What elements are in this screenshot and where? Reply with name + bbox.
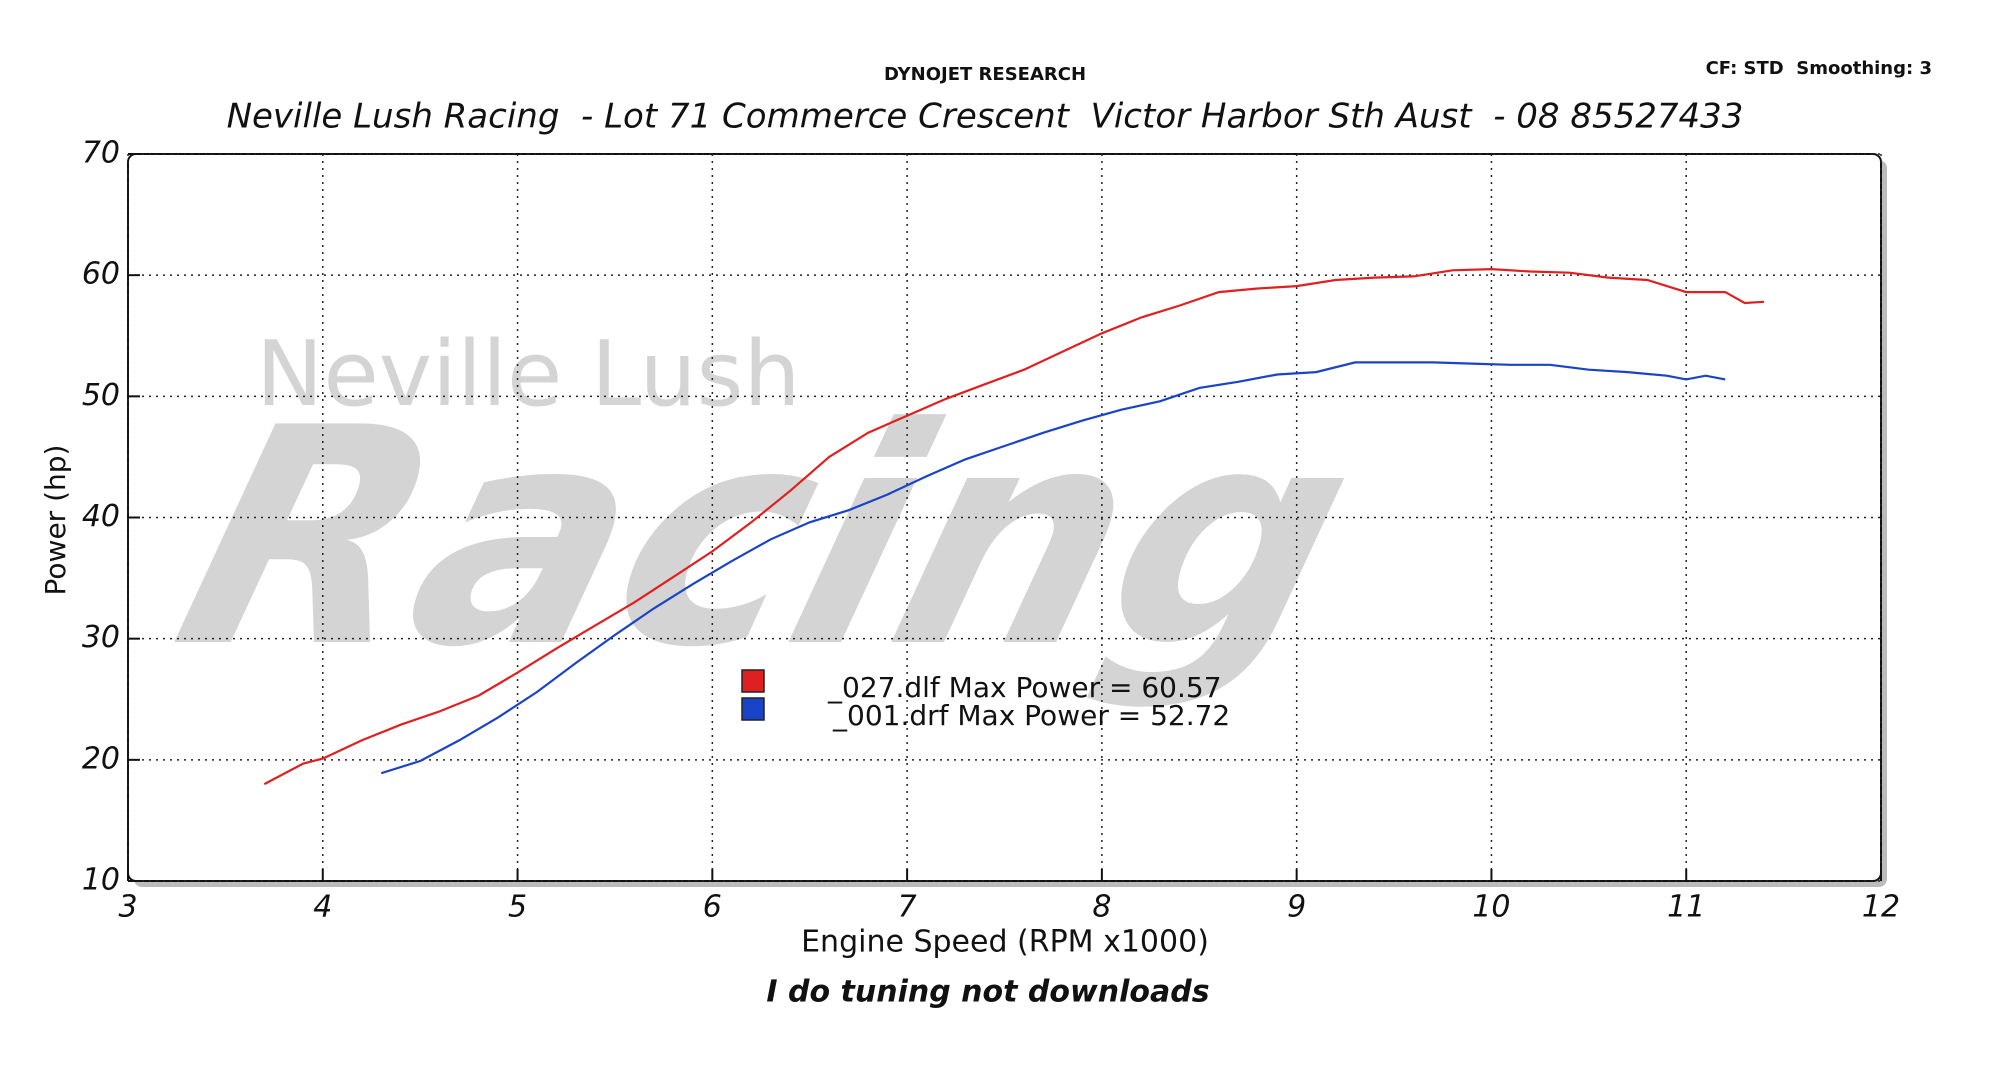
x-axis-label: Engine Speed (RPM x1000) [801, 925, 1209, 960]
chart-title: Neville Lush Racing - Lot 71 Commerce Cr… [227, 97, 1744, 137]
y-axis-label: Power (hp) [39, 445, 72, 596]
header: DYNOJET RESEARCH [884, 64, 1086, 85]
settings-note: CF: STD Smoothing: 3 [1706, 58, 1932, 79]
legend-swatch [741, 697, 765, 721]
x-tick-label: 8 [1092, 890, 1111, 925]
x-tick-label: 7 [898, 890, 917, 925]
x-tick-label: 11 [1667, 890, 1705, 925]
series-line [263, 267, 1765, 786]
x-tick-label: 12 [1862, 890, 1900, 925]
x-tick-label: 9 [1287, 890, 1306, 925]
y-tick-label: 30 [82, 620, 120, 655]
legend-swatch [741, 669, 765, 693]
y-tick-label: 60 [82, 257, 120, 292]
x-tick-label: 4 [313, 890, 332, 925]
series-line [380, 361, 1726, 775]
x-tick-label: 3 [118, 890, 137, 925]
x-tick-label: 6 [703, 890, 722, 925]
watermark: Neville Lush [256, 322, 800, 427]
legend-label: _001.drf Max Power = 52.72 [832, 699, 1230, 732]
x-tick-label: 5 [508, 890, 527, 925]
x-tick-label: 10 [1472, 890, 1510, 925]
footer: I do tuning not downloads [766, 975, 1209, 1010]
y-tick-label: 50 [82, 378, 120, 413]
y-tick-label: 40 [82, 499, 120, 534]
legend-label: _027.dlf Max Power = 60.57 [827, 671, 1222, 704]
watermark: Racing [149, 365, 1385, 714]
y-tick-label: 10 [82, 863, 120, 898]
y-tick-label: 20 [82, 741, 120, 776]
y-tick-label: 70 [82, 136, 120, 171]
